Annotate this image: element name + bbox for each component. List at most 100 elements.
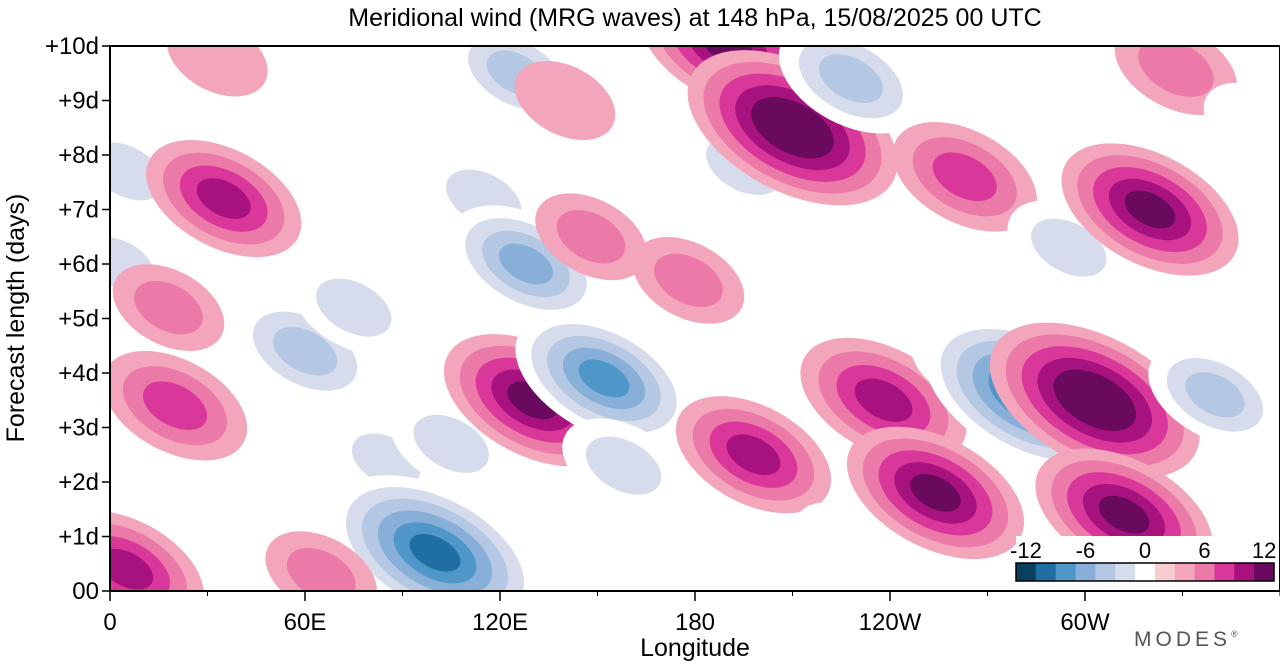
contour-band [578,359,630,398]
colorbar-swatch [1234,563,1255,581]
colorbar-label: -6 [1076,538,1096,563]
colorbar-label: -12 [1010,538,1042,563]
colorbar-label: 6 [1198,538,1210,563]
contour-band [110,50,171,130]
x-axis-label: Longitude [640,634,750,662]
colorbar-frame [1015,562,1275,582]
contour-band [110,142,164,201]
contour-band [413,414,489,473]
contour-band [585,436,662,495]
colorbar-swatch [1055,563,1077,581]
contour-band [726,434,781,476]
wind-anomaly-southerly [514,60,616,141]
wind-anomaly-southerly [110,350,248,461]
contour-band [854,378,913,422]
contour-band [134,280,203,335]
y-axis: 00 +1d +2d +3d +4d +5d +6d +7d +8d +9d +10d [45,33,110,605]
y-axis-label: Forecast length (days) [2,194,30,443]
contour-band [166,46,268,97]
chart-title: Meridional wind (MRG waves) at 148 hPa, … [348,4,1041,32]
colorbar-swatch [1174,563,1196,581]
x-tick-label: 120E [472,609,528,636]
wind-anomaly-southerly [146,140,302,258]
contour-band [818,54,884,104]
wind-anomaly-southerly [166,46,268,97]
colorbar-swatch [1016,563,1037,581]
contour-band [910,473,961,512]
colorbar-label: 0 [1139,538,1151,563]
contour-band [1069,381,1121,420]
wind-anomaly-northerly [515,312,693,445]
wind-anomaly-southerly [989,322,1200,478]
wind-anomaly-northerly [1148,343,1280,446]
contour-band [1138,46,1214,97]
x-tick-label: 60E [284,609,327,636]
contour-band [1098,495,1150,534]
contour-band [1124,190,1176,229]
colorbar-swatch [1214,563,1235,581]
y-tick-label: +7d [58,197,99,224]
contour-band [514,60,616,141]
x-tick-label: 0 [103,609,116,636]
colorbar-swatch [1254,563,1275,581]
wind-anomaly-northerly [292,260,415,355]
colorbar-swatch [1194,563,1215,581]
wind-anomaly-southerly [112,264,225,351]
wind-anomaly-southerly [110,510,204,591]
modes-watermark: MODES® [1134,628,1242,651]
y-tick-label: 00 [72,578,99,605]
wind-anomaly-northerly [562,418,685,513]
watermark-registered-mark: ® [1231,629,1242,639]
colorbar-swatch [1154,563,1176,581]
wind-anomaly-northerly [110,50,171,130]
x-axis: 0 60E 120E 180 120W 60W [103,591,1280,636]
y-tick-label: +9d [58,88,99,115]
contour-band [142,381,208,431]
wind-anomaly-southerly [265,531,378,591]
y-tick-label: +6d [58,251,99,278]
y-tick-label: +3d [58,415,99,442]
contour-band [932,152,997,202]
contour-band [556,210,626,264]
wind-anomaly-northerly [778,46,924,134]
watermark-text: MODES [1134,628,1231,651]
colorbar-swatch [1115,563,1136,581]
colorbar-swatch [1035,563,1057,581]
wind-anomaly-southerly [535,193,647,281]
colorbar-label: 12 [1252,538,1276,563]
colorbar-swatch [1135,563,1156,581]
contour-band [767,108,818,147]
colorbar-legend: -12 -6 0 6 12 [1010,536,1276,588]
y-tick-label: +8d [58,142,99,169]
contour-band [654,253,723,308]
y-tick-label: +4d [58,360,99,387]
wind-anomaly-southerly [632,236,745,324]
wind-anomaly-southerly [1061,143,1239,276]
contour-band [316,278,392,337]
colorbar-swatch [1095,563,1116,581]
contour-band [286,547,356,591]
wind-field [110,46,1280,591]
x-tick-label: 60W [1060,609,1110,636]
wind-anomaly-southerly [892,122,1037,232]
y-tick-label: +5d [58,306,99,333]
contour-band [409,534,461,572]
contour-band [272,326,338,376]
colorbar-swatch [1075,563,1096,581]
contour-band [1185,372,1245,418]
y-tick-label: +10d [45,33,99,60]
contour-band [794,502,895,582]
x-tick-label: 180 [675,609,715,636]
contour-band [1031,218,1107,277]
wind-anomaly-northerly [794,502,895,582]
y-tick-label: +1d [58,524,99,551]
contour-band [196,178,251,219]
contour-band [110,548,154,590]
wind-anomaly-southerly [675,396,832,514]
contour-band [499,243,553,285]
x-tick-label: 120W [859,609,922,636]
wind-anomaly-southerly [846,426,1025,560]
wind-anomaly-southerly [1114,46,1238,115]
y-tick-label: +2d [58,469,99,496]
